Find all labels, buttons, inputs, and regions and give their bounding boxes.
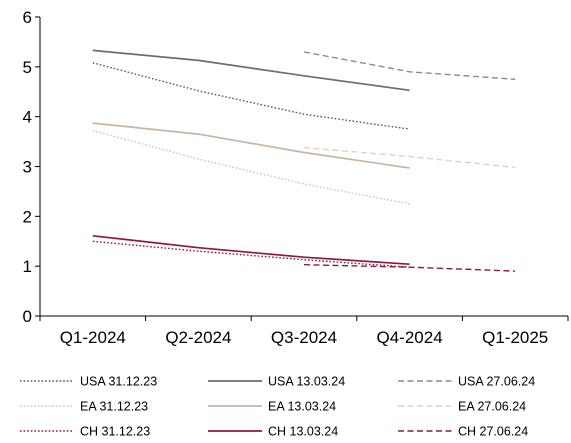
y-tick-label: 3 (23, 158, 32, 177)
series-line-usa-27-06-24 (303, 51, 516, 80)
legend: USA 31.12.23 USA 13.03.24 USA 27.06.24 EA 3… (20, 375, 535, 439)
series-line-usa-31-12-23 (92, 62, 410, 130)
y-tick-label: 0 (23, 307, 32, 326)
legend-label: USA 31.12.23 (80, 375, 157, 389)
series-line-ea-27-06-24 (303, 146, 516, 169)
legend-label: CH 13.03.24 (268, 425, 338, 439)
series-line-ch-27-06-24 (303, 264, 516, 272)
series-line-ch-13-03-24 (92, 234, 410, 266)
axes: 0 1 2 3 4 5 6 Q1-2024 Q2-2024 Q3-2024 Q4-2024 Q1-20… (23, 8, 569, 347)
x-tick-label: Q3-2024 (271, 328, 337, 347)
series-line-usa-13-03-24 (92, 49, 410, 92)
x-tick-label: Q2-2024 (165, 328, 231, 347)
legend-label: USA 27.06.24 (458, 375, 535, 389)
x-tick-label: Q1-2024 (60, 328, 126, 347)
legend-label: USA 13.03.24 (268, 375, 345, 389)
series-line-ea-13-03-24 (92, 122, 410, 169)
y-tick-label: 2 (23, 207, 32, 226)
x-tick-label: Q1-2025 (482, 328, 548, 347)
y-tick-label: 6 (23, 8, 32, 27)
x-tick-label: Q4-2024 (377, 328, 443, 347)
y-tick-label: 1 (23, 257, 32, 276)
series-line-ch-31-12-23 (92, 240, 410, 268)
y-tick-label: 4 (23, 108, 32, 127)
series-lines (92, 49, 516, 272)
legend-label: EA 13.03.24 (268, 400, 336, 414)
legend-label: CH 27.06.24 (458, 425, 528, 439)
y-tick-label: 5 (23, 58, 32, 77)
legend-label: EA 27.06.24 (458, 400, 526, 414)
legend-label: EA 31.12.23 (80, 400, 148, 414)
series-line-ea-31-12-23 (92, 129, 410, 205)
legend-label: CH 31.12.23 (80, 425, 150, 439)
